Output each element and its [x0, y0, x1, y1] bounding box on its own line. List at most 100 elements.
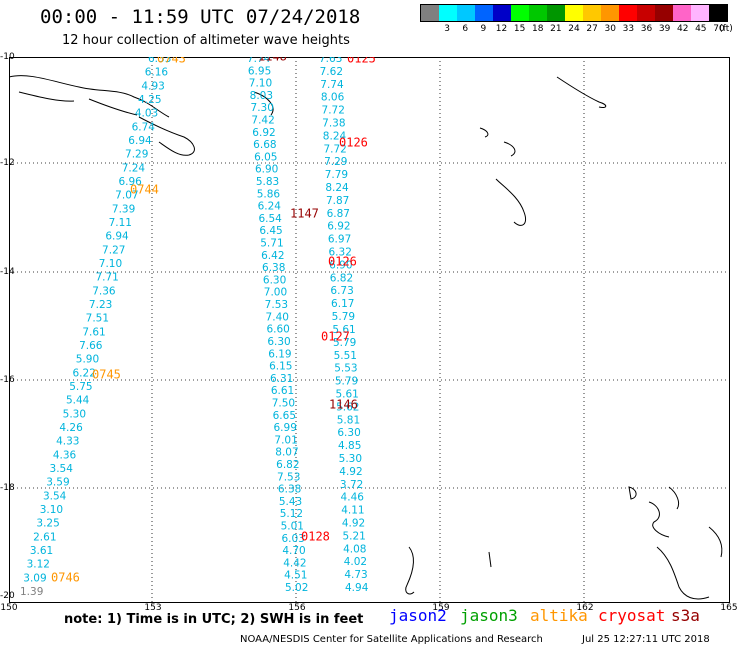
coastline: [488, 551, 492, 568]
longitude-label: 159: [432, 603, 450, 613]
generated-timestamp: Jul 25 12:27:11 UTC 2018: [582, 634, 710, 645]
wave-height-label: 6.30: [263, 274, 286, 286]
wave-height-label: 7.01: [274, 434, 297, 446]
wave-height-label: 6.68: [253, 139, 276, 151]
latitude-label: -20: [0, 591, 15, 601]
wave-height-label: 3.59: [46, 477, 69, 489]
wave-height-label: 7.72: [323, 143, 346, 155]
pass-time-label: 0128: [301, 530, 330, 544]
wave-height-label: 4.36: [53, 449, 77, 461]
legend-swatch: [493, 5, 511, 21]
legend-value: 6: [462, 24, 469, 34]
wave-height-label: 6.15: [269, 361, 292, 373]
wave-height-label: 6.31: [270, 373, 293, 385]
wave-height-label: 6.38: [278, 484, 301, 496]
wave-height-label: 6.97: [328, 234, 351, 246]
wave-height-label: 4.26: [59, 422, 83, 434]
wave-height-label: 7.40: [266, 311, 289, 323]
wave-height-label: 7.23: [89, 299, 112, 311]
credit-line: NOAA/NESDIS Center for Satellite Applica…: [240, 634, 543, 645]
coastline: [708, 526, 723, 558]
legend-swatch: [421, 5, 439, 21]
legend-swatch: [547, 5, 565, 21]
wave-height-label: 7.30: [251, 102, 274, 114]
wave-height-label: 8.24: [323, 130, 347, 142]
legend-swatch: [511, 5, 529, 21]
latitude-label: -10: [0, 52, 15, 62]
legend-swatch: [475, 5, 493, 21]
longitude-label: 153: [144, 603, 162, 613]
wave-height-label: 7.53: [265, 299, 288, 311]
wave-height-label: 7.63: [319, 57, 342, 65]
pass-time-label: 1147: [290, 207, 319, 221]
wave-height-label: 7.36: [92, 285, 116, 297]
wave-height-label: 7.74: [247, 57, 271, 65]
wave-height-label: 5.83: [256, 176, 279, 188]
wave-height-map: 6.336.164.934.254.036.746.947.297.246.96…: [9, 57, 730, 603]
longitude-label: 156: [288, 603, 306, 613]
wave-height-label: 3.25: [36, 518, 59, 530]
legend-value: 39: [658, 24, 671, 34]
wave-height-label: 7.72: [322, 105, 345, 117]
wave-height-label: 3.12: [27, 559, 50, 571]
wave-height-label: 7.10: [99, 258, 122, 270]
wave-height-label: 6.30: [337, 427, 360, 439]
wave-height-label: 4.46: [341, 492, 365, 504]
pass-time-label: 1148: [258, 57, 287, 64]
wave-height-label: 6.24: [258, 201, 282, 213]
longitude-label: 162: [576, 603, 594, 613]
wave-height-label: 6.73: [330, 285, 353, 297]
wave-height-label: 6.90: [255, 164, 278, 176]
wave-height-label: 7.29: [125, 149, 148, 161]
wave-height-label: 7.62: [320, 66, 343, 78]
wave-height-label: 5.21: [342, 530, 365, 542]
wave-height-label: 5.53: [334, 363, 357, 375]
wave-height-label: 7.29: [324, 156, 347, 168]
wave-height-label: 5.12: [280, 508, 303, 520]
legend-unit: (ft): [719, 24, 733, 34]
legend-value: 9: [480, 24, 487, 34]
wave-height-label: 6.45: [259, 225, 282, 237]
wave-height-label: 7.87: [326, 195, 349, 207]
legend-swatch: [655, 5, 673, 21]
coastline: [405, 546, 415, 595]
wave-height-label: 4.94: [345, 582, 369, 594]
wave-height-label: 7.11: [109, 217, 132, 229]
wave-height-label: 8.07: [275, 447, 298, 459]
legend-swatch: [565, 5, 583, 21]
pass-time-label: 0126: [328, 255, 357, 269]
wave-height-label: 4.08: [343, 543, 366, 555]
wave-height-label: 7.53: [277, 471, 300, 483]
legend-value: 27: [586, 24, 598, 34]
satellite-name: altika: [530, 606, 588, 625]
wave-height-label: 6.17: [331, 298, 354, 310]
legend-swatch: [691, 5, 709, 21]
wave-height-label: 5.30: [339, 453, 362, 465]
wave-height-label: 6.54: [258, 213, 282, 225]
wave-height-label: 6.90: [329, 259, 352, 271]
wave-height-label: 6.16: [145, 67, 169, 79]
wave-height-label: 5.79: [335, 376, 358, 388]
wave-height-label: 7.39: [112, 203, 135, 215]
wave-height-label: 5.79: [332, 311, 355, 323]
legend-swatch: [439, 5, 457, 21]
legend-swatch: [619, 5, 637, 21]
wave-height-label: 6.32: [329, 247, 352, 259]
wave-height-label: 8.03: [250, 90, 273, 102]
wave-height-label: 6.38: [262, 262, 285, 274]
wave-height-label: 5.71: [260, 238, 283, 250]
wave-height-label: 7.51: [86, 313, 109, 325]
map-frame: [9, 57, 730, 603]
legend-swatch: [457, 5, 475, 21]
wave-height-label: 6.87: [327, 208, 350, 220]
satellite-name: jason3: [460, 606, 518, 625]
wave-height-label: 3.10: [40, 504, 63, 516]
satellite-name: cryosat: [598, 606, 666, 625]
wave-height-label: 5.90: [76, 354, 99, 366]
wave-height-label: 5.79: [333, 337, 356, 349]
legend-swatch: [709, 5, 727, 21]
legend-value: 42: [676, 24, 689, 34]
page-title: 00:00 - 11:59 UTC 07/24/2018: [40, 6, 361, 28]
legend-value: 45: [695, 24, 707, 34]
wave-height-label: 4.03: [135, 108, 158, 120]
